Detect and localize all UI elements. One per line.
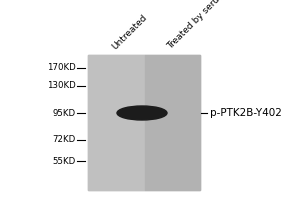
Text: 130KD: 130KD	[47, 82, 76, 90]
Ellipse shape	[117, 106, 167, 120]
Text: Untreated: Untreated	[110, 12, 149, 51]
Bar	[145, 55, 200, 190]
Bar	[88, 55, 200, 190]
Text: 55KD: 55KD	[53, 156, 76, 166]
Text: 72KD: 72KD	[53, 136, 76, 144]
Bar	[88, 55, 145, 190]
Text: Treated by serum: Treated by serum	[166, 0, 228, 51]
Text: p-PTK2B-Y402: p-PTK2B-Y402	[210, 108, 282, 118]
Text: 95KD: 95KD	[53, 108, 76, 117]
Text: 170KD: 170KD	[47, 64, 76, 72]
